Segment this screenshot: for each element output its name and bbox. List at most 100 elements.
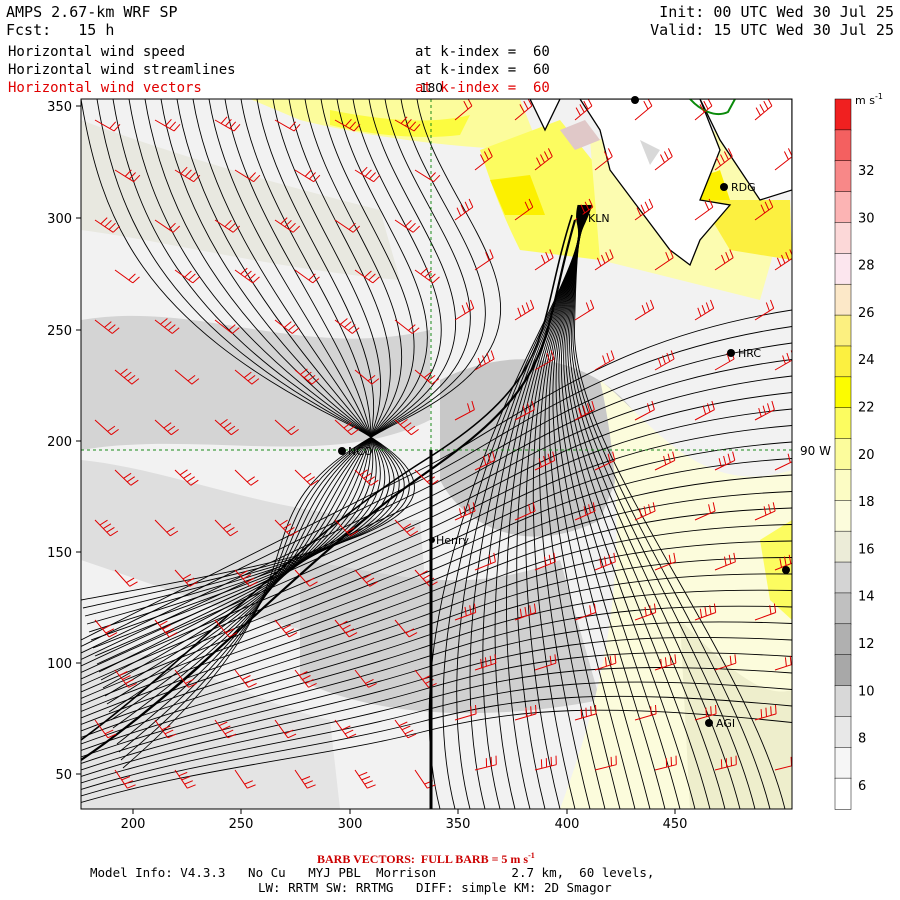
wind-barb	[354, 469, 379, 486]
wind-barb	[214, 219, 241, 233]
streamline	[81, 524, 792, 725]
colorbar-label: 18	[858, 495, 875, 510]
colorbar-labels: 32 30 28 26 24 22 20 18 16 14 12 10 8 6	[858, 164, 875, 794]
streamline	[81, 408, 792, 680]
wind-barb	[214, 319, 240, 334]
colorbar-swatch	[834, 129, 852, 162]
wind-barb	[754, 400, 775, 421]
wind-barb	[714, 755, 737, 771]
colorbar-swatch	[834, 345, 852, 378]
station-hrc: HRC	[727, 347, 761, 360]
x-tick-label: 400	[555, 817, 580, 832]
wind-barb	[114, 769, 136, 789]
streamline	[88, 99, 395, 633]
wind-barb	[94, 519, 119, 537]
wind-barb	[474, 552, 496, 571]
colorbar-swatch	[834, 685, 852, 718]
wind-barb	[274, 217, 301, 233]
wind-barb	[634, 299, 655, 321]
x-axis: 200 250 300 350 400 450	[121, 809, 687, 832]
streamline	[110, 99, 415, 721]
wind-barb	[354, 369, 380, 385]
wind-barb	[694, 704, 717, 721]
wind-barb	[714, 552, 736, 571]
wind-barb	[114, 669, 137, 688]
wind-barb	[154, 219, 181, 233]
map-frame	[80, 98, 793, 810]
wind-barb	[534, 350, 555, 371]
wind-barb	[654, 755, 677, 771]
colorbar-label: 10	[858, 684, 875, 699]
wind-barb	[414, 369, 440, 385]
wind-barb	[474, 451, 496, 471]
wind-barb	[214, 418, 239, 436]
wind-barb	[514, 603, 537, 621]
wind-barb	[574, 198, 594, 221]
streamline	[81, 573, 792, 745]
field-level-speed: at k-index = 60	[415, 44, 550, 60]
wind-barb	[234, 169, 261, 183]
wind-barb	[294, 769, 316, 789]
y-tick-label: 150	[47, 546, 72, 561]
y-tick-label: 300	[47, 212, 72, 227]
wind-barb	[574, 603, 597, 621]
streamline	[100, 99, 372, 681]
colorbar-swatch	[834, 376, 852, 409]
wind-barb	[634, 603, 657, 621]
wind-barb	[154, 318, 180, 334]
wind-barb	[694, 198, 714, 221]
barb-note-exp: -1	[528, 851, 535, 860]
streamline	[81, 557, 792, 738]
colorbar-swatch	[834, 654, 852, 687]
streamline	[90, 99, 390, 641]
wind-barb	[274, 319, 300, 334]
wind-barb	[214, 719, 237, 739]
colorbar-unit: m s-1	[855, 92, 883, 107]
wind-barb	[334, 519, 359, 537]
station-kln: KLN	[577, 212, 610, 225]
colorbar-label: 22	[858, 401, 875, 416]
wind-barb	[634, 198, 654, 221]
streamlines	[81, 99, 792, 809]
colorbar-label: 8	[858, 732, 866, 747]
wind-barb	[454, 299, 475, 321]
y-tick-label: 200	[47, 435, 72, 450]
wind-barb	[474, 148, 493, 171]
wind-barb	[294, 368, 320, 385]
wind-barb	[534, 451, 556, 471]
streamline	[81, 709, 792, 803]
colorbar-swatch	[834, 98, 852, 131]
colorbar-swatch	[834, 530, 852, 563]
wind-barb	[234, 569, 258, 587]
x-tick-label: 200	[121, 817, 146, 832]
wind-barb	[114, 169, 141, 183]
wind-barb	[234, 369, 260, 385]
station-marker	[631, 96, 639, 104]
wind-barb	[214, 619, 238, 638]
colorbar-swatch	[834, 253, 852, 285]
station-nco: NCO	[338, 445, 373, 458]
wind-barb	[534, 654, 557, 671]
station-label: KLN	[588, 212, 610, 225]
wind-barb	[114, 269, 140, 284]
wind-barb	[634, 400, 655, 421]
wind-barb	[334, 318, 360, 334]
station-marker	[782, 566, 790, 574]
wind-barb	[454, 400, 475, 421]
wind-barb	[94, 119, 121, 132]
wind-barb	[354, 166, 381, 183]
forecast-hour: Fcst: 15 h	[6, 21, 115, 39]
wind-barb	[474, 654, 497, 671]
wind-barb	[514, 704, 537, 721]
colorbar-swatch	[834, 716, 852, 749]
wind-barb	[394, 519, 419, 537]
colorbar-swatch	[834, 407, 852, 440]
wind-barb	[94, 419, 119, 436]
wind-barb	[694, 99, 713, 121]
init-time: Init: 00 UTC Wed 30 Jul 25	[659, 3, 894, 21]
x-tick-label: 250	[229, 817, 254, 832]
streamline	[94, 99, 381, 657]
wind-barb	[754, 299, 775, 321]
streamline	[104, 99, 382, 697]
colorbar-label: 16	[858, 542, 875, 557]
